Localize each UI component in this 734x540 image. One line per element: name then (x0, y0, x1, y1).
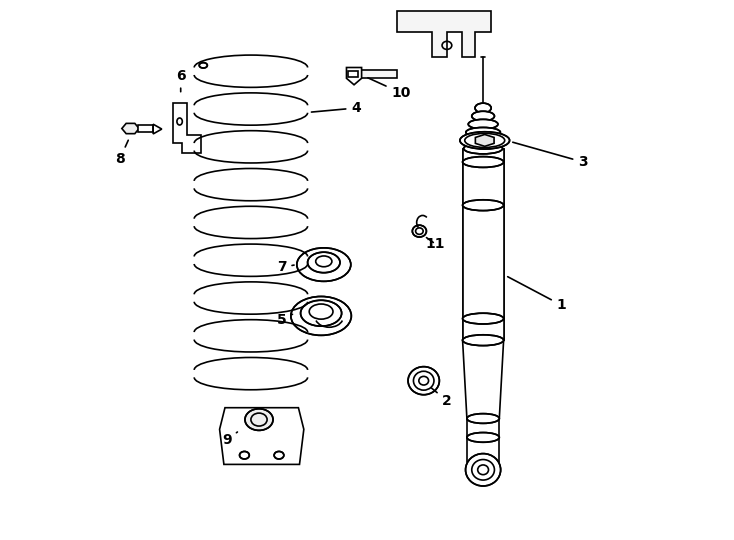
Polygon shape (476, 134, 494, 146)
Text: 7: 7 (277, 260, 294, 274)
Polygon shape (153, 124, 161, 134)
Ellipse shape (467, 433, 499, 442)
Ellipse shape (472, 111, 495, 121)
Ellipse shape (465, 454, 501, 486)
Polygon shape (354, 70, 396, 78)
Text: 9: 9 (222, 432, 237, 447)
Text: 8: 8 (115, 140, 128, 166)
Ellipse shape (462, 200, 504, 211)
Ellipse shape (460, 132, 509, 149)
Bar (462, 148, 504, 340)
Bar (462, 148, 504, 340)
Ellipse shape (239, 451, 250, 459)
Polygon shape (462, 340, 504, 418)
Ellipse shape (274, 451, 284, 459)
Ellipse shape (462, 157, 504, 167)
Polygon shape (346, 68, 362, 85)
Polygon shape (122, 123, 139, 134)
Bar (138, 125, 153, 132)
Ellipse shape (462, 313, 504, 324)
Ellipse shape (475, 103, 491, 113)
Ellipse shape (301, 300, 341, 326)
Ellipse shape (467, 414, 499, 423)
Ellipse shape (465, 136, 501, 145)
Ellipse shape (408, 367, 440, 395)
Text: 10: 10 (368, 78, 411, 100)
Text: 2: 2 (432, 388, 452, 408)
Ellipse shape (464, 143, 503, 154)
Ellipse shape (462, 335, 504, 346)
Ellipse shape (413, 225, 426, 237)
Ellipse shape (468, 119, 498, 129)
Ellipse shape (297, 248, 351, 281)
Text: 5: 5 (277, 313, 292, 327)
Ellipse shape (466, 127, 501, 137)
Ellipse shape (291, 296, 352, 335)
Bar (348, 71, 358, 77)
Text: 3: 3 (513, 142, 588, 169)
Text: 6: 6 (176, 69, 186, 92)
Text: 4: 4 (311, 101, 361, 115)
Text: 1: 1 (508, 276, 566, 312)
Ellipse shape (199, 63, 207, 68)
Ellipse shape (245, 409, 273, 430)
Ellipse shape (308, 252, 340, 273)
Polygon shape (172, 103, 201, 153)
Polygon shape (396, 11, 491, 57)
Polygon shape (219, 408, 304, 464)
Text: 11: 11 (426, 237, 446, 251)
